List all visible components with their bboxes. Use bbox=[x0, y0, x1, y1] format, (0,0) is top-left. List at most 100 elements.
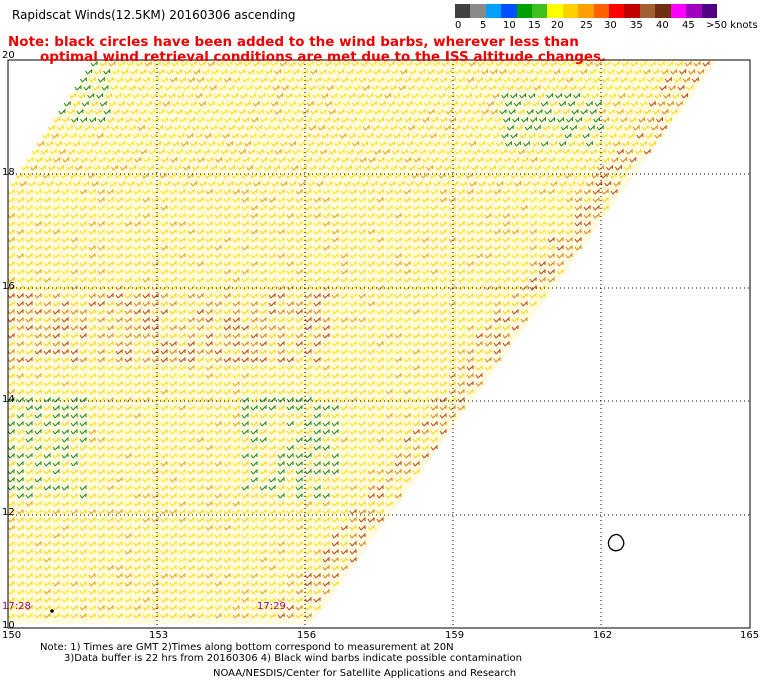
wind-barb bbox=[283, 108, 291, 115]
wind-barb bbox=[529, 252, 537, 259]
wind-barb bbox=[648, 100, 656, 107]
wind-barb bbox=[454, 108, 462, 115]
wind-barb bbox=[117, 140, 125, 147]
wind-barb bbox=[607, 148, 615, 155]
wind-barb bbox=[335, 164, 343, 171]
wind-barb bbox=[331, 268, 339, 275]
wind-barb bbox=[475, 252, 483, 259]
wind-barb bbox=[112, 148, 120, 155]
wind-barb bbox=[412, 300, 420, 307]
wind-barb bbox=[245, 84, 253, 91]
wind-barb bbox=[207, 60, 215, 67]
wind-barb bbox=[425, 164, 433, 171]
wind-barb bbox=[670, 108, 678, 115]
wind-barb bbox=[277, 268, 285, 275]
wind-barb bbox=[63, 100, 71, 107]
wind-barb bbox=[443, 124, 451, 131]
wind-barb bbox=[193, 68, 201, 75]
wind-barb bbox=[592, 212, 600, 219]
wind-barb bbox=[252, 60, 260, 67]
wind-barb bbox=[585, 140, 593, 147]
wind-barb bbox=[511, 212, 519, 219]
wind-barb bbox=[205, 300, 213, 307]
wind-barb bbox=[88, 196, 96, 203]
wind-barb bbox=[675, 100, 683, 107]
wind-barb bbox=[403, 300, 411, 307]
wind-barb bbox=[502, 212, 510, 219]
wind-barb bbox=[430, 212, 438, 219]
wind-barb bbox=[477, 100, 485, 107]
wind-barb bbox=[135, 140, 143, 147]
wind-barb bbox=[233, 156, 241, 163]
wind-barb bbox=[222, 92, 230, 99]
wind-barb bbox=[61, 276, 69, 283]
wind-barb bbox=[268, 204, 276, 211]
wind-barb bbox=[220, 148, 228, 155]
wind-barb bbox=[114, 132, 122, 139]
wind-barb bbox=[385, 300, 393, 307]
wind-barb bbox=[88, 300, 96, 307]
wind-barb bbox=[422, 116, 429, 123]
wind-barb bbox=[322, 212, 330, 219]
wind-barb bbox=[556, 252, 564, 259]
wind-barb bbox=[439, 300, 447, 307]
wind-barb bbox=[400, 148, 408, 155]
wind-barb bbox=[281, 84, 289, 91]
wind-barb bbox=[97, 268, 105, 275]
wind-barb bbox=[557, 116, 564, 123]
wind-barb bbox=[304, 268, 312, 275]
wind-barb bbox=[484, 268, 492, 275]
wind-barb bbox=[173, 124, 181, 131]
wind-barb bbox=[79, 236, 87, 243]
wind-barb bbox=[119, 84, 127, 91]
wind-barb bbox=[304, 204, 312, 211]
wind-barb bbox=[295, 76, 303, 83]
wind-barb bbox=[169, 252, 177, 259]
wind-barb bbox=[366, 132, 374, 139]
wind-barb bbox=[56, 124, 64, 131]
wind-barb bbox=[679, 68, 687, 75]
wind-barb bbox=[430, 292, 438, 299]
wind-barb bbox=[493, 236, 501, 243]
wind-barb bbox=[214, 276, 222, 283]
wind-barb bbox=[394, 204, 402, 211]
wind-barb bbox=[258, 92, 266, 99]
wind-barb bbox=[133, 268, 141, 275]
wind-barb bbox=[331, 196, 339, 203]
wind-barb bbox=[315, 140, 323, 147]
wind-barb bbox=[205, 228, 213, 235]
wind-barb bbox=[438, 132, 446, 139]
wind-barb bbox=[267, 172, 275, 179]
wind-barb bbox=[106, 212, 114, 219]
wind-barb bbox=[223, 292, 231, 299]
wind-barb bbox=[439, 204, 447, 211]
wind-barb bbox=[205, 276, 213, 283]
wind-barb bbox=[421, 196, 429, 203]
wind-barb bbox=[643, 108, 651, 115]
wind-barb bbox=[621, 140, 629, 147]
wind-barb bbox=[178, 252, 186, 259]
wind-barb bbox=[537, 92, 545, 99]
wind-barb bbox=[445, 148, 453, 155]
wind-barb bbox=[475, 212, 483, 219]
wind-barb bbox=[198, 140, 206, 147]
wind-barb bbox=[564, 132, 572, 139]
wind-barb bbox=[459, 100, 467, 107]
wind-barb bbox=[398, 84, 406, 91]
wind-barb bbox=[412, 196, 420, 203]
wind-barb bbox=[583, 196, 591, 203]
wind-barb bbox=[520, 252, 528, 259]
wind-barb bbox=[567, 100, 575, 107]
wind-barb bbox=[411, 132, 419, 139]
wind-barb bbox=[429, 132, 437, 139]
wind-barb bbox=[110, 124, 118, 131]
wind-barb bbox=[385, 212, 393, 219]
wind-barb bbox=[351, 140, 359, 147]
wind-barb bbox=[322, 276, 330, 283]
wind-barb bbox=[322, 268, 330, 275]
wind-barb bbox=[558, 100, 566, 107]
wind-barb bbox=[294, 132, 302, 139]
wind-barb bbox=[348, 92, 356, 99]
wind-barb bbox=[232, 76, 240, 83]
wind-barb bbox=[657, 100, 665, 107]
